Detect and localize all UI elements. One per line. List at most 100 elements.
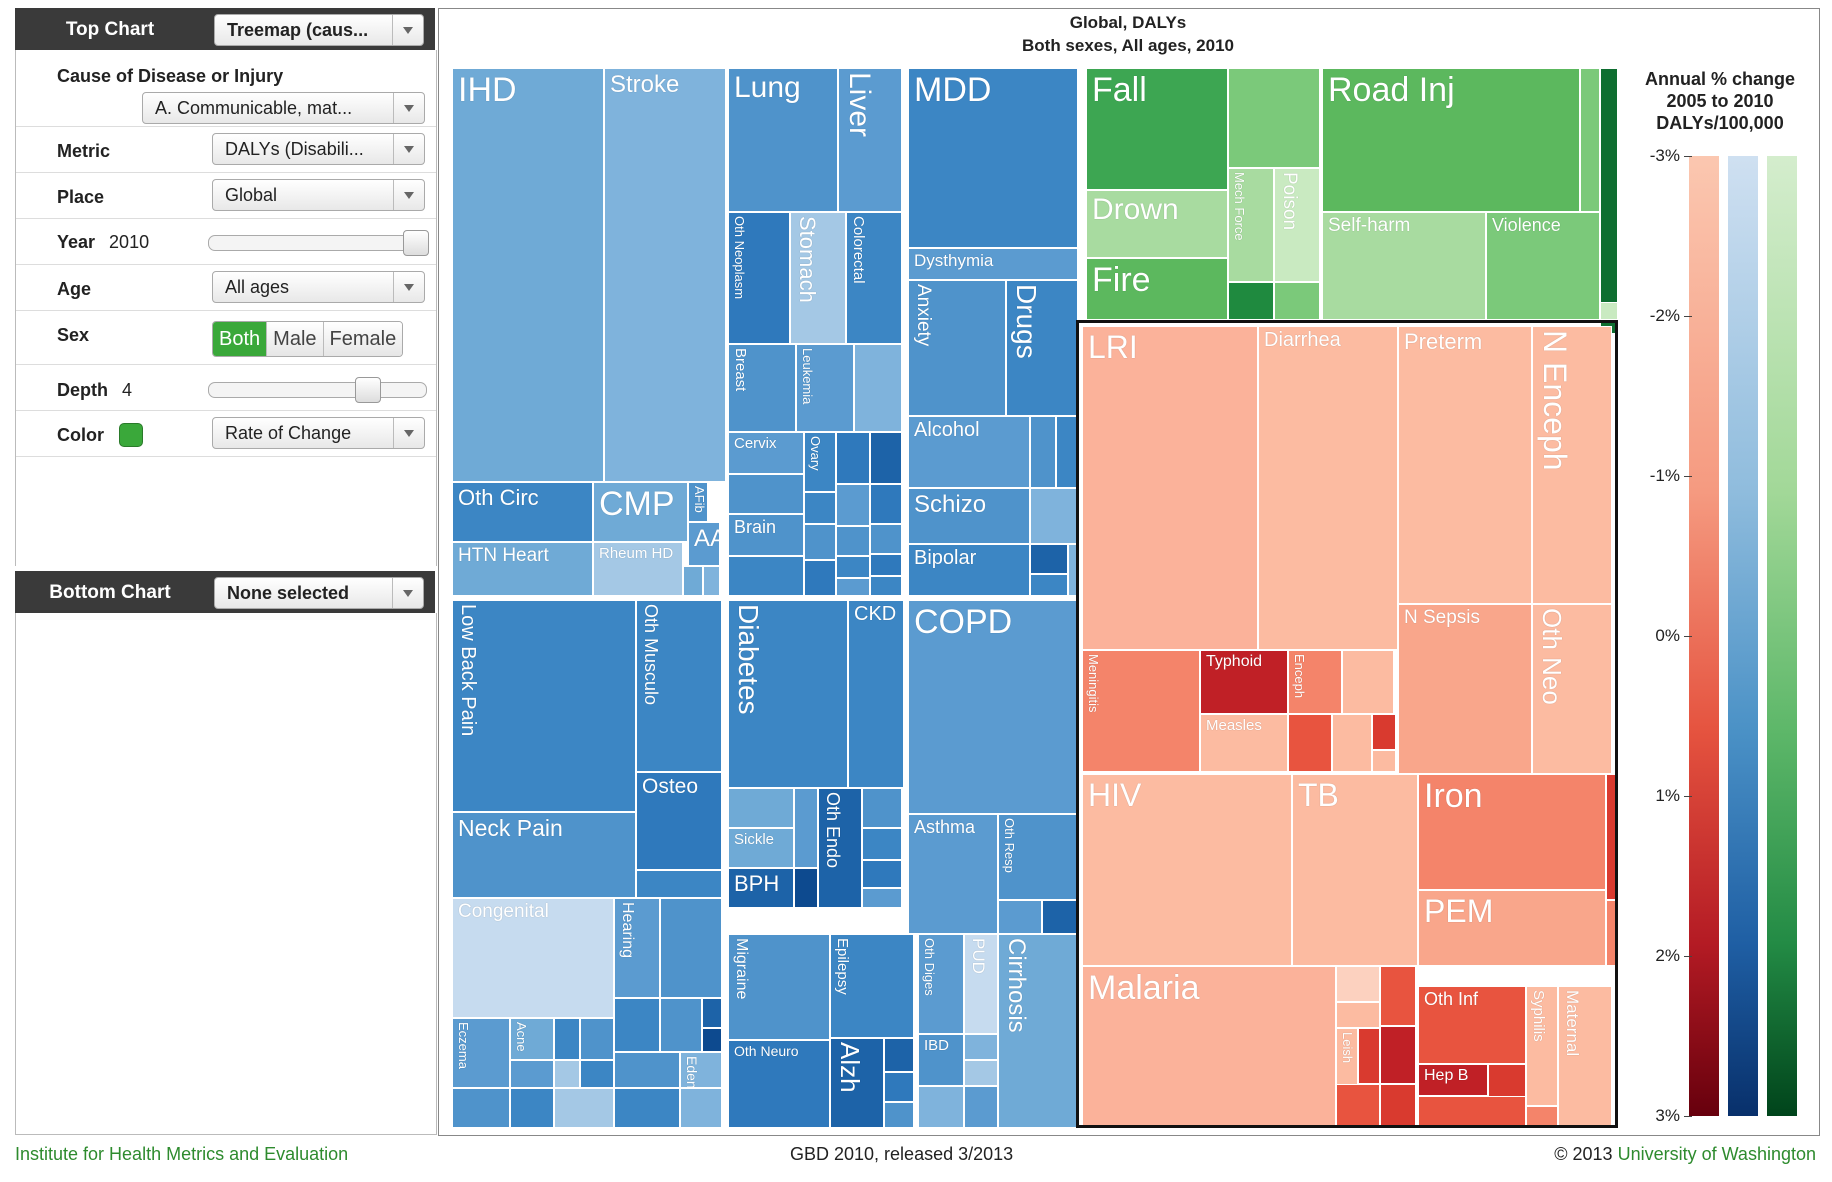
treemap-cell-osteo[interactable]: Osteo <box>636 772 722 870</box>
treemap-cell-cirrhosis[interactable]: Cirrhosis <box>998 934 1078 1128</box>
treemap-cell[interactable] <box>1042 900 1078 934</box>
treemap-cell-stomach[interactable]: Stomach <box>790 212 846 344</box>
treemap-cell-aa[interactable]: AA <box>688 522 720 566</box>
treemap-cell-ovary[interactable]: Ovary <box>804 432 836 492</box>
treemap-cell[interactable] <box>862 828 902 860</box>
treemap-cell-n-sepsis[interactable]: N Sepsis <box>1398 604 1532 774</box>
treemap-cell-brain[interactable]: Brain <box>728 514 804 556</box>
treemap-cell-epilepsy[interactable]: Epilepsy <box>830 934 914 1038</box>
treemap-cell[interactable] <box>836 526 870 556</box>
treemap-cell-bph[interactable]: BPH <box>728 868 794 908</box>
treemap-cell[interactable] <box>1372 750 1396 772</box>
treemap-cell-colorectal[interactable]: Colorectal <box>846 212 902 344</box>
treemap-cell-leukemia[interactable]: Leukemia <box>796 344 854 432</box>
treemap-cell[interactable] <box>884 1102 914 1128</box>
treemap-cell[interactable] <box>1600 68 1618 334</box>
treemap-cell[interactable] <box>636 870 722 898</box>
treemap-cell-oth-inf[interactable]: Oth Inf <box>1418 986 1526 1064</box>
treemap-cell-oth-neuro[interactable]: Oth Neuro <box>728 1040 830 1128</box>
treemap-cell-neck-pain[interactable]: Neck Pain <box>452 812 636 898</box>
treemap-cell[interactable] <box>870 576 902 596</box>
treemap-cell-mech-force[interactable]: Mech Force <box>1228 168 1274 282</box>
treemap-cell[interactable] <box>614 998 660 1052</box>
treemap-cell-anxiety[interactable]: Anxiety <box>908 280 1006 416</box>
treemap-cell[interactable] <box>918 1086 964 1128</box>
treemap-cell[interactable] <box>804 560 836 596</box>
treemap-cell-eczema[interactable]: Eczema <box>452 1018 510 1088</box>
treemap-cell-meningitis[interactable]: Meningitis <box>1082 650 1200 772</box>
cause-select[interactable]: A. Communicable, mat... <box>142 92 425 124</box>
treemap-cell-enceph[interactable]: Enceph <box>1288 650 1342 714</box>
treemap-cell[interactable] <box>964 1086 998 1128</box>
treemap-cell-hep-b[interactable]: Hep B <box>1418 1064 1488 1096</box>
depth-slider-handle[interactable] <box>354 377 381 403</box>
treemap-cell-hearing[interactable]: Hearing <box>614 898 660 998</box>
treemap-cell[interactable] <box>836 484 870 526</box>
treemap-cell[interactable] <box>660 898 722 998</box>
treemap-cell-drugs[interactable]: Drugs <box>1006 280 1078 416</box>
treemap-cell[interactable] <box>1380 1026 1416 1084</box>
treemap-cell[interactable] <box>554 1018 580 1060</box>
treemap-cell-alcohol[interactable]: Alcohol <box>908 416 1030 488</box>
treemap-cell-malaria[interactable]: Malaria <box>1082 966 1336 1128</box>
treemap-cell-hiv[interactable]: HIV <box>1082 774 1292 966</box>
treemap-cell-lri[interactable]: LRI <box>1082 326 1258 650</box>
treemap-cell[interactable] <box>836 578 870 596</box>
treemap-cell-mdd[interactable]: MDD <box>908 68 1078 248</box>
color-swatch[interactable] <box>119 423 143 447</box>
treemap-cell-n-enceph[interactable]: N Enceph <box>1532 326 1612 604</box>
year-slider-handle[interactable] <box>403 230 429 256</box>
treemap-cell-liver[interactable]: Liver <box>838 68 902 212</box>
treemap-cell-htn-heart[interactable]: HTN Heart <box>452 542 593 596</box>
treemap-cell[interactable] <box>1030 416 1056 488</box>
treemap-cell[interactable] <box>1380 1084 1416 1128</box>
treemap-cell-tb[interactable]: TB <box>1292 774 1418 966</box>
treemap-cell[interactable] <box>728 556 804 596</box>
treemap-cell-copd[interactable]: COPD <box>908 600 1078 814</box>
treemap-cell[interactable] <box>870 432 902 484</box>
treemap-cell-measles[interactable]: Measles <box>1200 714 1288 772</box>
treemap-cell[interactable] <box>998 900 1042 934</box>
treemap-cell-alzh[interactable]: Alzh <box>830 1038 884 1128</box>
treemap-cell-oth-musculo[interactable]: Oth Musculo <box>636 600 722 772</box>
treemap-cell[interactable] <box>862 860 902 888</box>
treemap-cell-poison[interactable]: Poison <box>1274 168 1320 282</box>
treemap-cell[interactable] <box>1030 574 1068 596</box>
treemap-cell[interactable] <box>452 1088 510 1128</box>
treemap-cell[interactable] <box>1030 544 1068 574</box>
treemap-cell[interactable] <box>870 554 902 576</box>
treemap-cell[interactable] <box>794 868 818 908</box>
treemap-cell[interactable] <box>1332 714 1372 772</box>
treemap-cell-edent[interactable]: Edent <box>680 1052 722 1088</box>
footer-institute-link[interactable]: Institute for Health Metrics and Evaluat… <box>15 1144 349 1164</box>
treemap-cell-pem[interactable]: PEM <box>1418 890 1606 966</box>
sex-option-male[interactable]: Male <box>267 322 324 356</box>
treemap-cell-leish[interactable]: Leish <box>1336 1028 1358 1100</box>
treemap-cell-iron[interactable]: Iron <box>1418 774 1606 890</box>
treemap-cell[interactable] <box>703 566 720 596</box>
treemap-cell[interactable] <box>862 888 902 908</box>
treemap-cell[interactable] <box>728 788 794 828</box>
treemap-cell-ibd[interactable]: IBD <box>918 1034 964 1086</box>
bottom-chart-select[interactable]: None selected <box>214 577 424 609</box>
treemap-cell[interactable] <box>964 1034 998 1060</box>
sex-toggle[interactable]: Both Male Female <box>212 321 404 357</box>
treemap-cell-low-back-pain[interactable]: Low Back Pain <box>452 600 636 812</box>
place-select[interactable]: Global <box>212 179 425 211</box>
treemap-cell[interactable] <box>660 998 702 1052</box>
treemap-cell-oth-neoplasm[interactable]: Oth Neoplasm <box>728 212 790 344</box>
treemap-cell[interactable] <box>884 1038 914 1072</box>
treemap-cell-afib[interactable]: AFib <box>688 482 708 522</box>
treemap-cell-rheum-hd[interactable]: Rheum HD <box>593 542 683 596</box>
treemap-cell-oth-circ[interactable]: Oth Circ <box>452 482 593 542</box>
age-select[interactable]: All ages <box>212 271 425 303</box>
treemap-cell-syphilis[interactable]: Syphilis <box>1526 986 1558 1106</box>
treemap-cell-oth-diges[interactable]: Oth Diges <box>918 934 964 1034</box>
treemap-cell[interactable] <box>554 1088 614 1128</box>
treemap-cell-violence[interactable]: Violence <box>1486 212 1600 320</box>
treemap-cell[interactable] <box>854 344 902 432</box>
treemap-cell[interactable] <box>1358 1028 1380 1084</box>
treemap-cell-self-harm[interactable]: Self-harm <box>1322 212 1486 320</box>
treemap-cell[interactable] <box>728 474 804 514</box>
treemap-cell-drown[interactable]: Drown <box>1086 190 1228 258</box>
